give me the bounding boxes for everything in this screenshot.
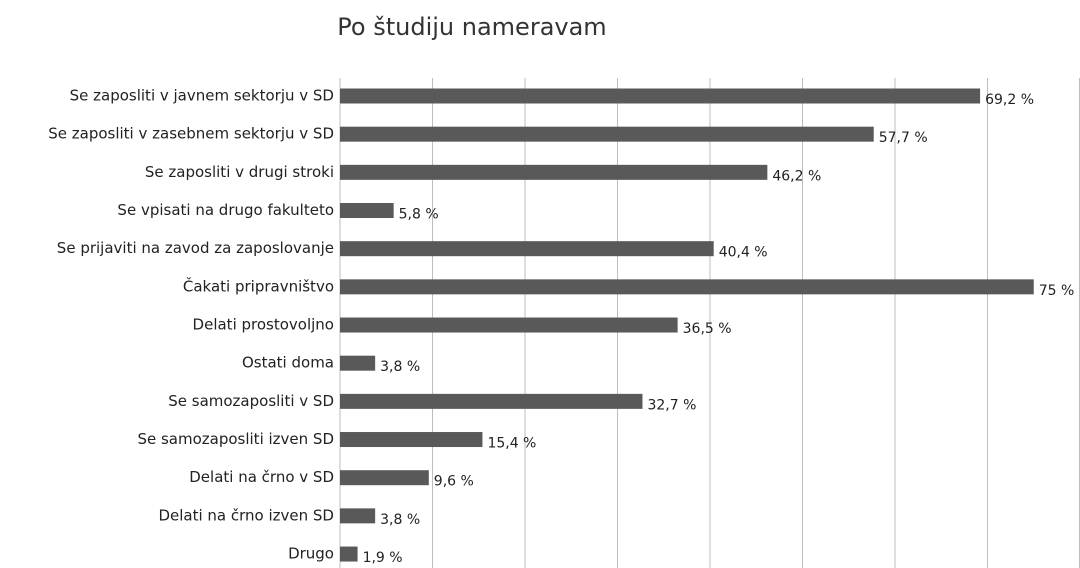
bar	[340, 88, 981, 104]
value-label: 3,8 %	[380, 512, 420, 528]
value-label: 75 %	[1039, 283, 1075, 299]
bar	[340, 126, 874, 142]
bar	[340, 546, 358, 562]
value-label: 3,8 %	[380, 359, 420, 375]
y-tick-label: Delati na črno izven SD	[158, 506, 334, 524]
value-label: 40,4 %	[719, 245, 768, 261]
y-tick-label: Se zaposliti v drugi stroki	[145, 163, 334, 181]
value-label: 69,2 %	[985, 92, 1034, 108]
y-tick-label: Delati na črno v SD	[189, 468, 334, 486]
value-label: 15,4 %	[487, 436, 536, 452]
y-tick-label: Se vpisati na drugo fakulteto	[117, 201, 334, 219]
chart-title: Po študiju nameravam	[337, 13, 606, 41]
y-tick-label: Se samozaposliti izven SD	[137, 430, 334, 448]
y-tick-label: Delati prostovoljno	[193, 316, 334, 334]
value-label: 57,7 %	[879, 130, 928, 146]
value-label: 9,6 %	[434, 474, 474, 490]
bar	[340, 470, 429, 486]
y-tick-label: Se samozaposliti v SD	[168, 392, 334, 410]
value-label: 36,5 %	[683, 321, 732, 337]
y-tick-label: Se zaposliti v zasebnem sektorju v SD	[48, 125, 334, 143]
value-label: 5,8 %	[399, 207, 439, 223]
bar	[340, 279, 1034, 295]
value-label: 46,2 %	[772, 168, 821, 184]
bar	[340, 317, 678, 333]
bar	[340, 432, 483, 448]
bar	[340, 393, 643, 409]
y-tick-label: Ostati doma	[242, 354, 334, 372]
y-tick-label: Čakati pripravništvo	[183, 276, 334, 295]
y-tick-label: Se zaposliti v javnem sektorju v SD	[70, 87, 334, 105]
y-tick-label: Se prijaviti na zavod za zaposlovanje	[57, 239, 334, 257]
bar	[340, 508, 376, 524]
bar	[340, 355, 376, 371]
y-tick-label: Drugo	[288, 545, 334, 563]
value-label: 32,7 %	[647, 397, 696, 413]
bar	[340, 203, 394, 219]
value-label: 1,9 %	[363, 550, 403, 566]
bar	[340, 241, 714, 257]
bar	[340, 164, 768, 180]
